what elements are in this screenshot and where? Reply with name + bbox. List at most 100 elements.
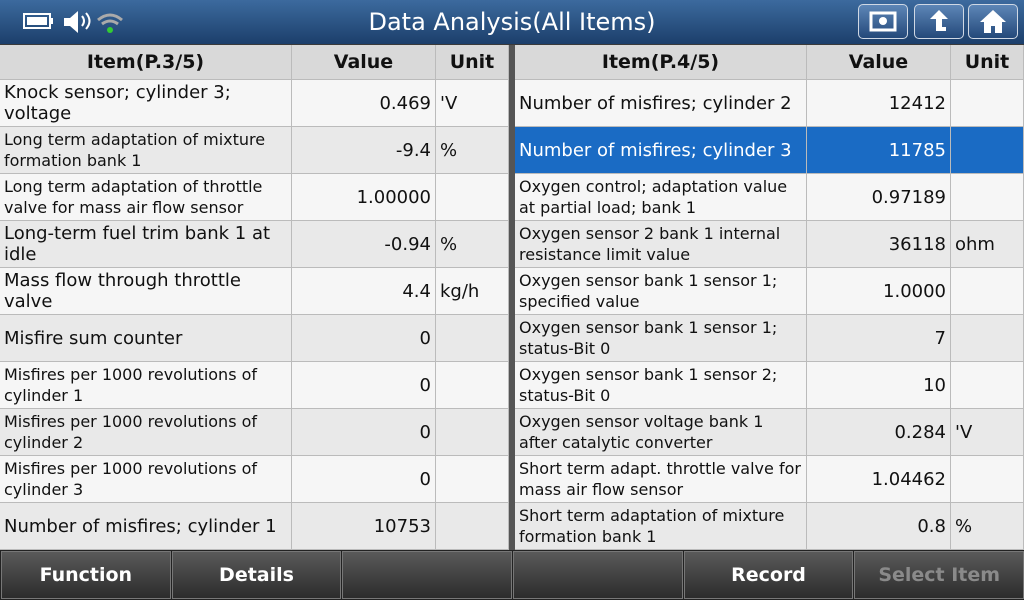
item-name: Misfire sum counter [0,315,292,362]
data-row[interactable]: Long term adaptation of mixture formatio… [0,127,509,174]
select-item-button: Select Item [854,551,1024,599]
divider [509,45,515,550]
item-value: 7 [807,315,951,362]
header-row: Item(P.3/5) Value Unit [0,45,509,80]
column-header: Item(P.3/5) [0,45,292,80]
item-value: -0.94 [292,221,436,268]
item-unit: 'V [951,409,1024,456]
item-unit [436,456,509,503]
data-row[interactable]: Number of misfires; cylinder 3 11785 [515,127,1024,174]
item-unit [951,80,1024,127]
data-row[interactable]: Oxygen sensor bank 1 sensor 2; status-Bi… [515,362,1024,409]
data-row[interactable]: Oxygen sensor voltage bank 1 after catal… [515,409,1024,456]
data-row[interactable]: Oxygen sensor 2 bank 1 internal resistan… [515,221,1024,268]
item-value: 4.4 [292,268,436,315]
item-value: 0 [292,315,436,362]
item-name: Misfires per 1000 revolutions of cylinde… [0,362,292,409]
details-button[interactable]: Details [171,551,342,599]
item-name: Oxygen sensor voltage bank 1 after catal… [515,409,807,456]
item-unit [951,456,1024,503]
item-name: Long-term fuel trim bank 1 at idle [0,221,292,268]
data-row[interactable]: Number of misfires; cylinder 2 12412 [515,80,1024,127]
item-unit: kg/h [436,268,509,315]
item-value: 1.0000 [807,268,951,315]
item-name: Number of misfires; cylinder 2 [515,80,807,127]
column-header: Value [807,45,951,80]
title-bar: Data Analysis(All Items) [0,0,1024,44]
item-name: Number of misfires; cylinder 1 [0,503,292,550]
empty-button [513,551,683,599]
data-row[interactable]: Long term adaptation of throttle valve f… [0,174,509,221]
right-table: Item(P.4/5) Value Unit Number of misfires; … [515,45,1024,550]
item-value: 36118 [807,221,951,268]
item-unit [436,409,509,456]
item-unit [436,362,509,409]
item-name: Oxygen sensor bank 1 sensor 1; status-Bi… [515,315,807,362]
item-name: Oxygen sensor 2 bank 1 internal resistan… [515,221,807,268]
item-name: Misfires per 1000 revolutions of cylinde… [0,456,292,503]
item-value: 12412 [807,80,951,127]
item-unit: ohm [951,221,1024,268]
item-value: 0 [292,409,436,456]
item-value: 0.469 [292,80,436,127]
item-value: 10 [807,362,951,409]
item-value: -9.4 [292,127,436,174]
item-unit [436,174,509,221]
column-header: Value [292,45,436,80]
left-table: Item(P.3/5) Value Unit Knock sensor; cylind… [0,45,509,550]
item-value: 0.284 [807,409,951,456]
data-row[interactable]: Misfires per 1000 revolutions of cylinde… [0,456,509,503]
column-header: Item(P.4/5) [515,45,807,80]
data-row[interactable]: Misfires per 1000 revolutions of cylinde… [0,362,509,409]
back-button[interactable] [914,4,964,39]
data-row[interactable]: Oxygen control; adaptation value at part… [515,174,1024,221]
item-unit [436,315,509,362]
data-row[interactable]: Oxygen sensor bank 1 sensor 1; status-Bi… [515,315,1024,362]
item-unit: % [951,503,1024,550]
item-name: Oxygen sensor bank 1 sensor 2; status-Bi… [515,362,807,409]
record-button[interactable]: Record [683,551,854,599]
item-value: 10753 [292,503,436,550]
data-row[interactable]: Misfire sum counter 0 [0,315,509,362]
empty-button [342,551,513,599]
item-unit [951,315,1024,362]
item-unit [951,362,1024,409]
function-button[interactable]: Function [1,551,171,599]
item-name: Mass flow through throttle valve [0,268,292,315]
item-name: Oxygen sensor bank 1 sensor 1; specified… [515,268,807,315]
status-icons [23,11,123,33]
column-header: Unit [436,45,509,80]
item-name: Oxygen control; adaptation value at part… [515,174,807,221]
item-unit [436,503,509,550]
item-name: Knock sensor; cylinder 3; voltage [0,80,292,127]
data-row[interactable]: Short term adaptation of mixture formati… [515,503,1024,550]
item-unit: % [436,221,509,268]
item-name: Long term adaptation of mixture formatio… [0,127,292,174]
item-unit [951,174,1024,221]
screenshot-button[interactable] [858,4,908,39]
item-value: 11785 [807,127,951,174]
item-unit: % [436,127,509,174]
item-value: 0.97189 [807,174,951,221]
header-row: Item(P.4/5) Value Unit [515,45,1024,80]
item-name: Number of misfires; cylinder 3 [515,127,807,174]
data-row[interactable]: Long-term fuel trim bank 1 at idle -0.94% [0,221,509,268]
data-row[interactable]: Oxygen sensor bank 1 sensor 1; specified… [515,268,1024,315]
item-value: 0.8 [807,503,951,550]
button-bar: Function Details Record Select Item [0,550,1024,600]
item-name: Misfires per 1000 revolutions of cylinde… [0,409,292,456]
data-row[interactable]: Short term adapt. throttle valve for mas… [515,456,1024,503]
data-row[interactable]: Misfires per 1000 revolutions of cylinde… [0,409,509,456]
data-row[interactable]: Mass flow through throttle valve 4.4 kg/h [0,268,509,315]
item-unit [951,268,1024,315]
item-name: Long term adaptation of throttle valve f… [0,174,292,221]
column-header: Unit [951,45,1024,80]
data-row[interactable]: Knock sensor; cylinder 3; voltage 0.469 'V [0,80,509,127]
item-unit [951,127,1024,174]
data-row[interactable]: Number of misfires; cylinder 1 10753 [0,503,509,550]
item-value: 0 [292,362,436,409]
home-button[interactable] [968,4,1018,39]
item-unit: 'V [436,80,509,127]
item-value: 0 [292,456,436,503]
